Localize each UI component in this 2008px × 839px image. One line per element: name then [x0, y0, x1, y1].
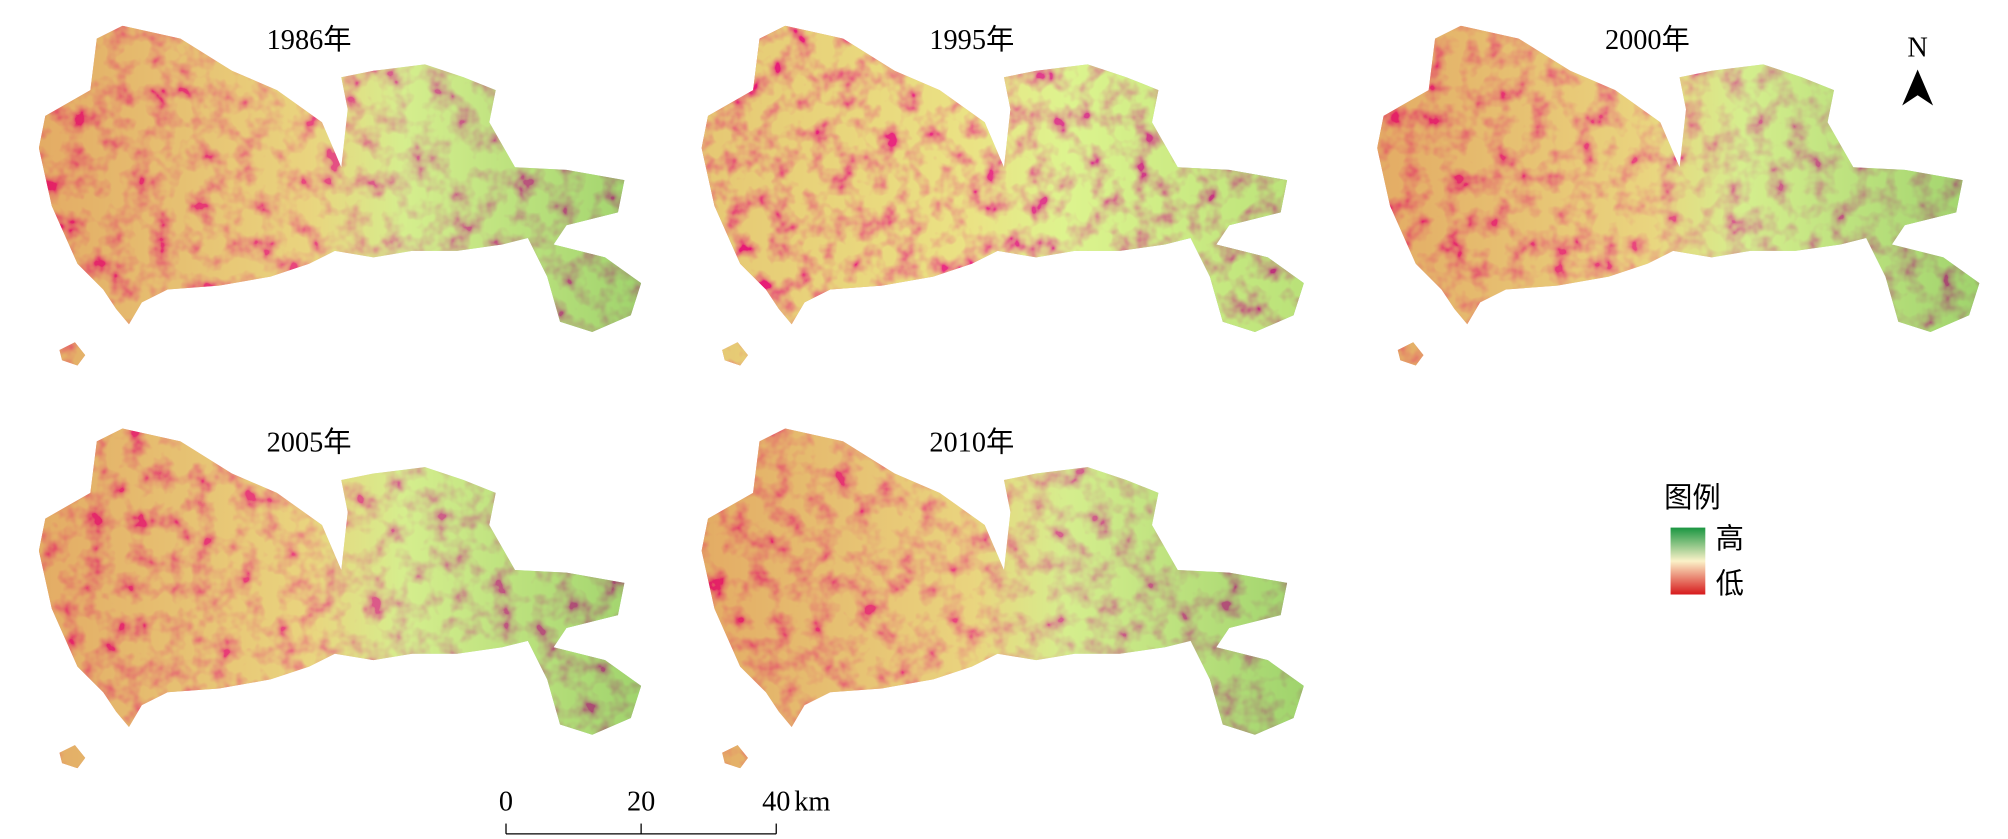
map-texture — [701, 428, 1304, 769]
map-texture — [38, 25, 642, 366]
legend-title: 图例 — [1664, 482, 1721, 514]
panel-title: 1986年 — [267, 24, 352, 56]
scale-label: 20 — [627, 787, 655, 818]
map-panel: 2005年 — [38, 427, 642, 769]
map-area — [701, 428, 1304, 769]
scale-bar: 0 20 40 km — [499, 787, 830, 835]
panel-title: 2010年 — [929, 427, 1014, 459]
legend: 图例 高 低 — [1664, 482, 1744, 600]
scale-label: 40 — [762, 787, 790, 818]
panel-title: 1995年 — [929, 24, 1014, 56]
north-arrow: N — [1902, 33, 1934, 106]
north-label: N — [1907, 33, 1927, 64]
map-area — [38, 25, 642, 366]
panel-title: 2005年 — [267, 427, 352, 459]
map-texture — [38, 428, 642, 769]
scale-label: 0 — [499, 787, 513, 818]
scale-unit: km — [794, 787, 830, 818]
map-area — [701, 25, 1304, 366]
map-panels: 1986年 1995年 2000年 2005年 2010年 — [38, 24, 1980, 769]
map-panel: 1986年 — [38, 24, 642, 366]
legend-ramp — [1670, 527, 1706, 595]
map-texture — [701, 25, 1304, 366]
legend-low: 低 — [1716, 568, 1744, 600]
map-texture — [1377, 25, 1980, 366]
map-area — [38, 428, 642, 769]
legend-high: 高 — [1716, 523, 1744, 555]
north-arrow-icon — [1902, 69, 1934, 106]
panel-title: 2000年 — [1605, 24, 1690, 56]
map-panel: 2000年 — [1377, 24, 1980, 366]
map-panel: 1995年 — [701, 24, 1304, 366]
map-area — [1377, 25, 1980, 366]
map-panel: 2010年 — [701, 427, 1304, 769]
